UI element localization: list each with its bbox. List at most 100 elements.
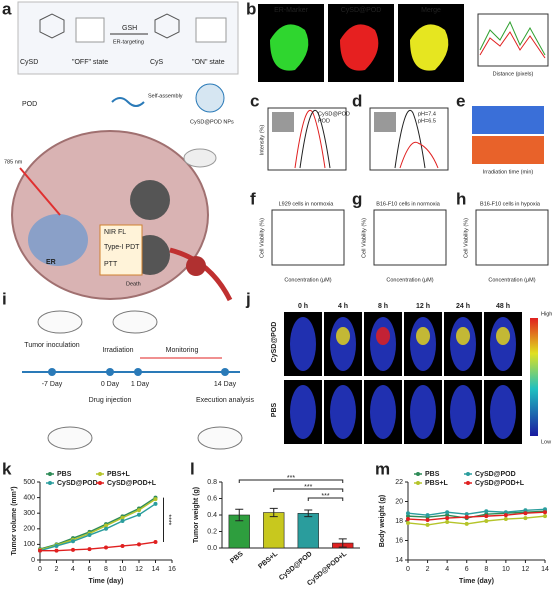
axis-label: Distance (pixels) xyxy=(493,71,534,77)
y-tick-label: 300 xyxy=(23,510,35,517)
point xyxy=(484,509,489,514)
point xyxy=(425,518,430,523)
panel-label: i xyxy=(2,289,7,308)
effects-box xyxy=(99,224,143,276)
series-line xyxy=(407,511,546,521)
mouse xyxy=(183,148,217,168)
x-tick-label: PBS xyxy=(229,550,245,565)
axis-label: Intensity (%) xyxy=(259,125,265,156)
axis-label: Irradiation time (min) xyxy=(483,169,534,175)
color-scale xyxy=(530,318,538,436)
tem-image xyxy=(272,112,294,132)
x-tick-label: CySD@POD xyxy=(278,551,314,583)
x-tick-label: 0 xyxy=(38,566,42,573)
time-label: 12 h xyxy=(416,303,430,310)
x-tick-label: 4 xyxy=(445,566,449,573)
error-bar xyxy=(304,509,313,518)
panel-title: B16-F10 cells in hypoxia xyxy=(480,201,541,207)
y-tick-label: 20 xyxy=(395,498,403,505)
y-tick-label: 22 xyxy=(395,479,403,486)
legend-label: CySD@POD+L xyxy=(475,480,525,487)
y-tick-label: 14 xyxy=(395,557,403,564)
label: 0 Day xyxy=(101,381,120,388)
label: NIR FL xyxy=(104,229,126,236)
significance-bracket xyxy=(273,488,344,492)
label: CyS xyxy=(150,59,164,66)
axis-label: Concentration (μM) xyxy=(488,277,535,283)
molecule xyxy=(39,13,65,39)
axis-label: Cell Viability (%) xyxy=(463,218,469,258)
x-axis-label: Time (day) xyxy=(459,578,494,585)
point xyxy=(523,511,528,516)
axis-label: Cell Viability (%) xyxy=(259,218,265,258)
point xyxy=(137,542,141,547)
label: GSH xyxy=(122,25,137,32)
label: Tumor inoculation xyxy=(24,342,79,349)
hot-spot xyxy=(376,327,390,345)
axis-label: Concentration (μM) xyxy=(284,277,331,283)
bar xyxy=(263,512,285,549)
point xyxy=(543,514,547,519)
mouse-signal xyxy=(450,385,476,439)
panel-a: CySD "OFF" state GSH ER-targeting CyS "O… xyxy=(4,1,239,302)
point xyxy=(543,507,547,512)
signal xyxy=(340,24,379,71)
label: Self-assembly xyxy=(148,93,183,99)
label: POD xyxy=(22,101,37,108)
y-tick-label: 0.6 xyxy=(207,495,217,502)
error-bar xyxy=(338,538,347,548)
y-tick-label: 18 xyxy=(395,518,403,525)
mouse-signal xyxy=(330,385,356,439)
x-tick-label: 10 xyxy=(502,566,510,573)
panel-title: L929 cells in normoxia xyxy=(279,201,335,207)
time-point xyxy=(48,368,56,376)
label: ER-targeting xyxy=(113,39,144,45)
point xyxy=(71,539,75,544)
point xyxy=(120,543,125,548)
point xyxy=(425,522,430,527)
label: CySD@POD NPs xyxy=(190,119,234,125)
panels-cde: CySD@POD POD Intensity (%) pH=7.4 pH=6.5… xyxy=(259,106,544,175)
y-tick-label: 500 xyxy=(23,479,35,486)
label: 14 Day xyxy=(214,381,237,388)
point xyxy=(464,515,469,520)
legend-marker xyxy=(98,481,102,485)
y-tick-label: 0.4 xyxy=(207,512,217,519)
image-title: Merge xyxy=(421,7,441,14)
panel-label: h xyxy=(456,189,466,208)
point xyxy=(137,508,141,513)
time-point xyxy=(221,368,229,376)
organelle xyxy=(130,180,170,220)
point xyxy=(484,514,489,519)
y-tick-label: 200 xyxy=(23,526,35,533)
point xyxy=(445,516,450,521)
off-box xyxy=(75,17,105,43)
label: "OFF" state xyxy=(72,59,108,66)
point xyxy=(120,519,125,523)
x-tick-label: 6 xyxy=(88,566,92,573)
y-tick-label: 100 xyxy=(23,541,35,548)
y-tick-label: 0 xyxy=(31,557,35,564)
signal xyxy=(270,24,309,71)
panel-j: CySD@POD PBS High Low xyxy=(271,311,552,445)
x-tick-label: PBS+L xyxy=(257,550,279,570)
point xyxy=(104,545,108,550)
annotation: *** xyxy=(304,484,312,491)
point xyxy=(38,548,42,553)
panel-label: a xyxy=(2,0,12,18)
nucleus xyxy=(28,214,88,266)
legend-marker xyxy=(416,481,420,485)
label: Execution analysis xyxy=(196,397,254,404)
image-title: CySD@POD xyxy=(341,7,382,14)
profile xyxy=(479,31,546,59)
image-title: ER-Marker xyxy=(274,7,309,14)
label: Death xyxy=(126,281,141,287)
legend: pH=7.4 xyxy=(418,111,436,117)
curve xyxy=(294,110,326,169)
annotation: *** xyxy=(321,493,329,500)
series-line xyxy=(40,541,156,552)
legend-label: PBS xyxy=(425,471,440,478)
y-tick-label: 16 xyxy=(395,537,403,544)
y-tick-label: 0.0 xyxy=(207,545,217,552)
